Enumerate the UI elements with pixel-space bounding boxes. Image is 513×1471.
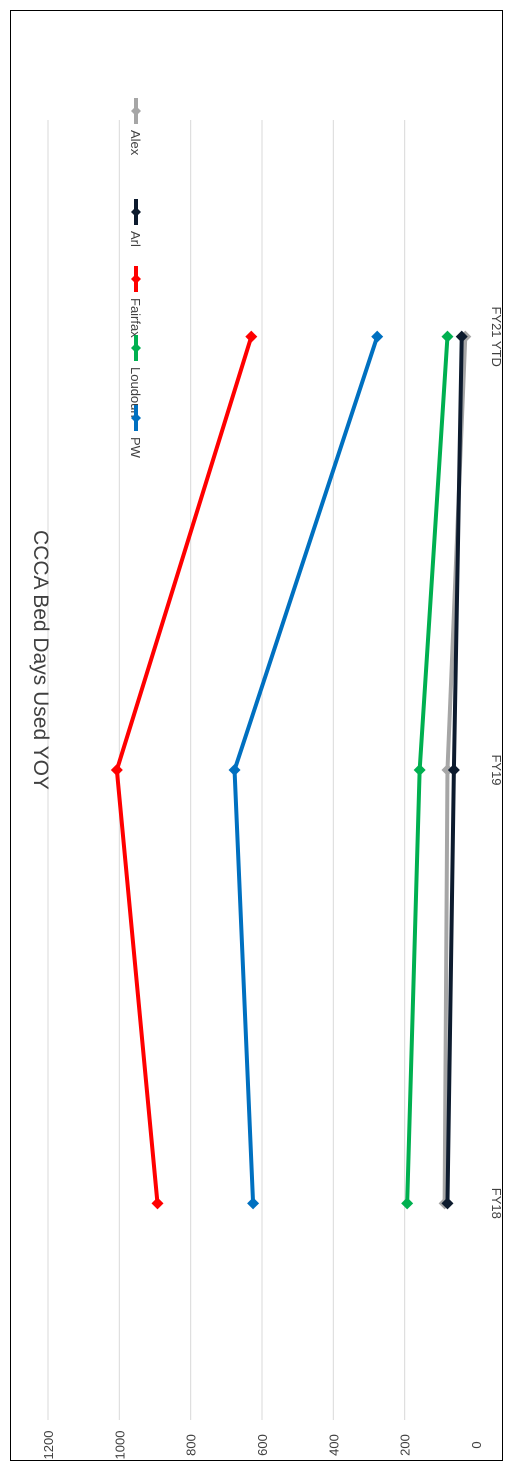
legend-item-alex: Alex [128, 98, 143, 156]
data-point-arl [455, 330, 468, 343]
legend-item-arl: Arl [128, 199, 143, 247]
data-point-pw [228, 764, 241, 776]
legend: Alex Arl Fairfax Loudoun PW [128, 98, 143, 459]
y-tick-label: 600 [255, 1434, 270, 1456]
x-tick-label: FY21 YTD [489, 306, 504, 366]
legend-label: PW [128, 437, 143, 459]
plot-area [47, 120, 472, 1420]
legend-label: Alex [128, 130, 143, 156]
legend-item-fairfax: Fairfax [128, 266, 143, 338]
data-point-loudoun [441, 330, 454, 343]
legend-label: Fairfax [128, 298, 143, 338]
legend-item-pw: PW [128, 405, 143, 459]
legend-marker [131, 207, 141, 217]
y-tick-label: 800 [184, 1434, 199, 1456]
data-point-fairfax [110, 764, 123, 776]
legend-marker [131, 274, 141, 284]
data-point-loudoun [413, 764, 426, 776]
data-point-fairfax [245, 330, 258, 343]
data-point-arl [447, 764, 460, 776]
y-tick-label: 1200 [41, 1431, 56, 1460]
chart-title: CCCA Bed Days Used YOY [29, 530, 52, 790]
data-point-alex [441, 764, 454, 776]
x-tick-label: FY19 [489, 754, 504, 785]
y-tick-label: 400 [326, 1434, 341, 1456]
y-tick-label: 200 [398, 1434, 413, 1456]
data-point-fairfax [151, 1197, 164, 1210]
y-tick-label: 0 [469, 1441, 484, 1448]
x-tick-label: FY18 [489, 1188, 504, 1219]
data-point-arl [441, 1197, 454, 1210]
legend-marker [131, 106, 141, 116]
y-tick-label: 1000 [112, 1431, 127, 1460]
data-point-pw [371, 330, 384, 343]
legend-label: Loudoun [128, 367, 143, 418]
chart-border [10, 10, 503, 1461]
legend-marker [131, 343, 141, 353]
x-axis-tick-labels: FY18 FY19 FY21 YTD [489, 306, 504, 1218]
y-axis-tick-labels: 0 200 400 600 800 1000 1200 [41, 1431, 484, 1460]
data-point-pw [247, 1197, 260, 1210]
legend-item-loudoun: Loudoun [128, 335, 143, 418]
data-point-loudoun [401, 1197, 414, 1210]
legend-label: Arl [128, 231, 143, 247]
legend-marker [131, 413, 141, 423]
